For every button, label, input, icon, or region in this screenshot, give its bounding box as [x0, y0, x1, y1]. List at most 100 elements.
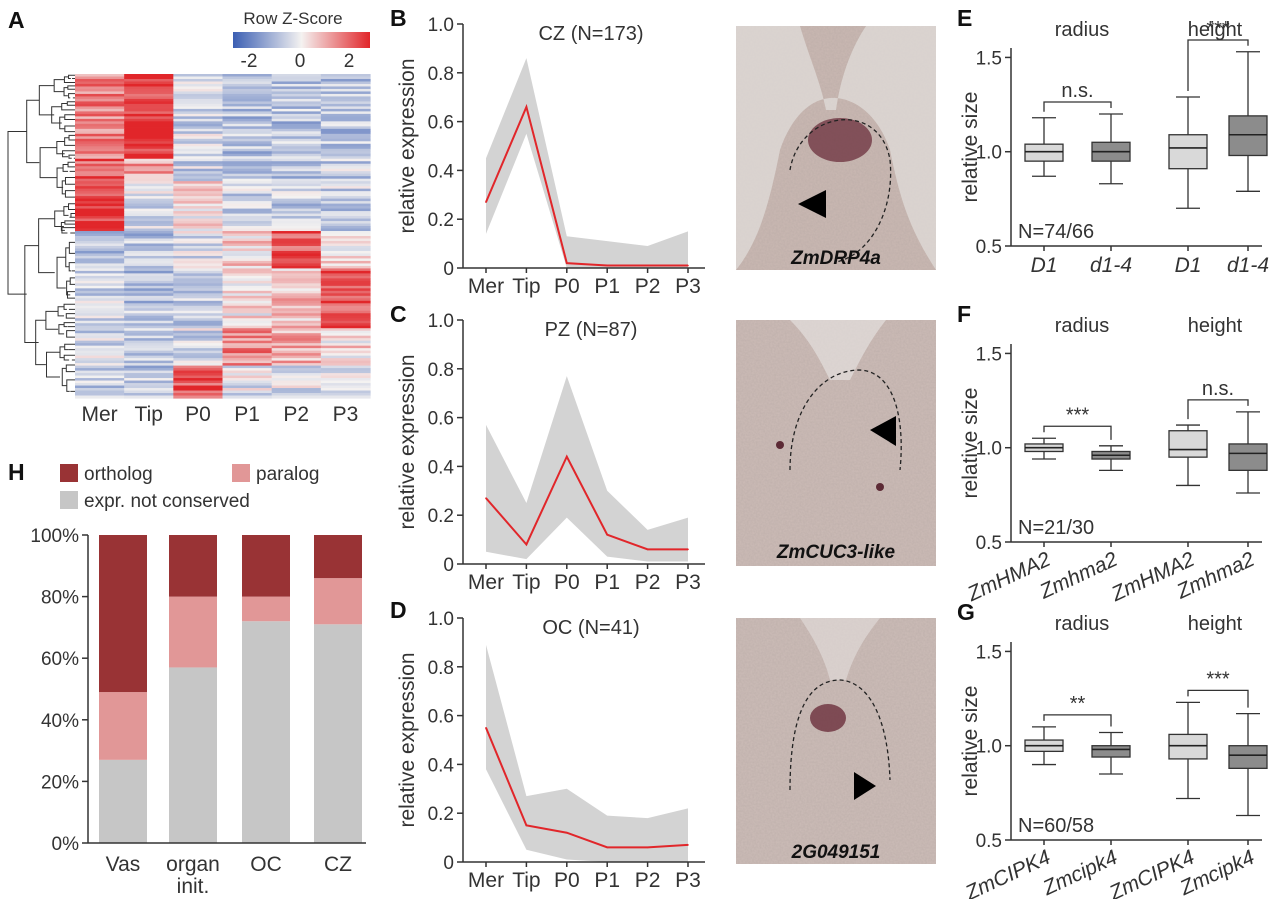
heatmap-cell — [75, 221, 125, 225]
panel-letter-d: D — [390, 597, 407, 623]
heatmap-cell — [124, 228, 174, 232]
heatmap-cell — [222, 96, 273, 100]
bar-expr-not-conserved — [314, 624, 362, 843]
x-tick-label: init. — [177, 875, 210, 898]
heatmap-cell — [124, 211, 174, 215]
heatmap-cell — [173, 116, 224, 120]
heatmap-cell — [124, 171, 174, 175]
heatmap-cell — [271, 191, 322, 195]
data-point — [566, 455, 568, 458]
heatmap-cell — [173, 156, 224, 160]
heatmap-cell — [173, 223, 224, 227]
heatmap-cell — [124, 116, 174, 120]
data-point — [566, 262, 568, 264]
heatmap-cell — [271, 231, 322, 235]
heatmap-cell — [124, 173, 174, 177]
heatmap-cell — [173, 74, 224, 78]
heatmap-cell — [173, 193, 224, 197]
heatmap-cell — [222, 76, 273, 80]
heatmap-cell — [173, 325, 224, 329]
heatmap-cell — [173, 173, 224, 177]
heatmap-cell — [75, 151, 125, 155]
chart-title: PZ (N=87) — [545, 319, 638, 341]
heatmap-cell — [173, 300, 224, 304]
heatmap-cell — [320, 196, 371, 200]
heatmap-cell — [75, 143, 125, 147]
heatmap-cell — [173, 86, 224, 90]
heatmap-cell — [271, 298, 322, 302]
legend-swatch — [60, 464, 78, 482]
heatmap-cell — [124, 178, 174, 182]
heatmap-cell — [222, 176, 273, 180]
heatmap-cell — [173, 365, 224, 369]
heatmap-cell — [75, 138, 125, 142]
heatmap-cell — [271, 206, 322, 210]
heatmap-cell — [173, 330, 224, 334]
heatmap-cell — [173, 378, 224, 382]
heatmap-cell — [75, 253, 125, 257]
heatmap-cell — [271, 350, 322, 354]
heatmap-cell — [320, 305, 371, 309]
y-tick-label: 60% — [41, 649, 79, 670]
heatmap-cell — [173, 335, 224, 339]
heatmap-cell — [124, 393, 174, 397]
heatmap-cell — [271, 340, 322, 344]
heatmap-cell — [271, 158, 322, 162]
heatmap-cell — [320, 295, 371, 299]
heatmap-cell — [222, 136, 273, 140]
heatmap-cell — [222, 318, 273, 322]
colorbar-tick-label: -2 — [241, 51, 258, 72]
heatmap-cell — [124, 168, 174, 172]
heatmap-cell — [222, 78, 273, 83]
heatmap-cell — [271, 335, 322, 339]
heatmap-cell — [173, 88, 224, 93]
heatmap-cell — [173, 131, 224, 135]
heatmap-cell — [320, 213, 371, 217]
heatmap-cell — [124, 191, 174, 195]
heatmap-cell — [75, 173, 125, 177]
heatmap-cell — [173, 218, 224, 222]
heatmap-cell — [173, 111, 224, 115]
x-tick-label: P3 — [675, 869, 701, 892]
heatmap-cell — [320, 116, 371, 120]
heatmap-cell — [75, 223, 125, 227]
heatmap-cell — [271, 320, 322, 324]
heatmap-cell — [222, 88, 273, 93]
heatmap-cell — [320, 138, 371, 142]
heatmap-cell — [320, 131, 371, 135]
heatmap-cell — [75, 250, 125, 255]
heatmap-cell — [320, 380, 371, 384]
heatmap-cell — [222, 161, 273, 165]
heatmap-cell — [222, 268, 273, 272]
x-tick-label: Tip — [512, 571, 540, 594]
heatmap-cell — [124, 280, 174, 284]
heatmap-cell — [173, 213, 224, 217]
heatmap-cell — [124, 206, 174, 210]
heatmap-cell — [173, 151, 224, 155]
heatmap-cell — [75, 248, 125, 252]
heatmap-cell — [222, 123, 273, 127]
heatmap-cell — [271, 223, 322, 227]
heatmap-cell — [222, 181, 273, 185]
heatmap-cell — [173, 255, 224, 260]
heatmap-cell — [222, 255, 273, 260]
y-tick-label: 1.0 — [976, 143, 1002, 164]
heatmap-cell — [271, 253, 322, 257]
heatmap-cell — [124, 201, 174, 205]
heatmap-cell — [124, 118, 174, 122]
heatmap-cell — [75, 323, 125, 327]
x-tick-label: P2 — [635, 275, 661, 298]
micrograph-1-label: ZmDRP4a — [790, 248, 881, 269]
heatmap-cell — [271, 173, 322, 177]
heatmap-cell — [320, 323, 371, 327]
heatmap-cell — [124, 111, 174, 115]
heatmap-cell — [173, 181, 224, 185]
heatmap-cell — [320, 171, 371, 175]
heatmap-cell — [320, 238, 371, 242]
heatmap-cell — [124, 290, 174, 294]
heatmap-cell — [75, 363, 125, 367]
heatmap-cell — [222, 103, 273, 107]
heatmap-cell — [222, 198, 273, 202]
heatmap-cell — [320, 228, 371, 232]
x-tick-label: CZ — [324, 853, 352, 876]
